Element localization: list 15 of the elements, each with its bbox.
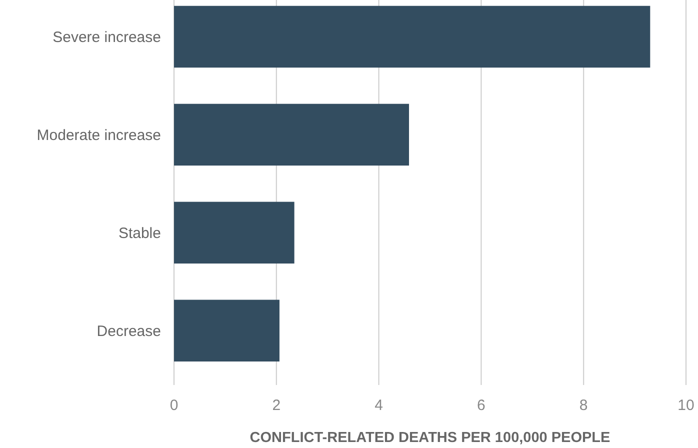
y-tick-label: Stable: [118, 224, 161, 242]
x-tick-label: 0: [170, 397, 178, 414]
y-tick-label: Severe increase: [52, 28, 161, 46]
x-axis-title: CONFLICT-RELATED DEATHS PER 100,000 PEOPLE: [250, 430, 611, 446]
x-tick-label: 4: [374, 397, 383, 414]
x-tick-label: 2: [272, 397, 281, 414]
bar: [174, 104, 410, 166]
bar: [174, 300, 280, 362]
bar: [174, 202, 294, 264]
x-tick-label: 8: [579, 397, 588, 414]
x-tick-label: 10: [678, 397, 694, 414]
y-tick-label: Decrease: [96, 322, 161, 340]
x-tick-label: 6: [477, 397, 486, 414]
bar: [174, 6, 650, 68]
y-tick-label: Moderate increase: [36, 126, 161, 144]
